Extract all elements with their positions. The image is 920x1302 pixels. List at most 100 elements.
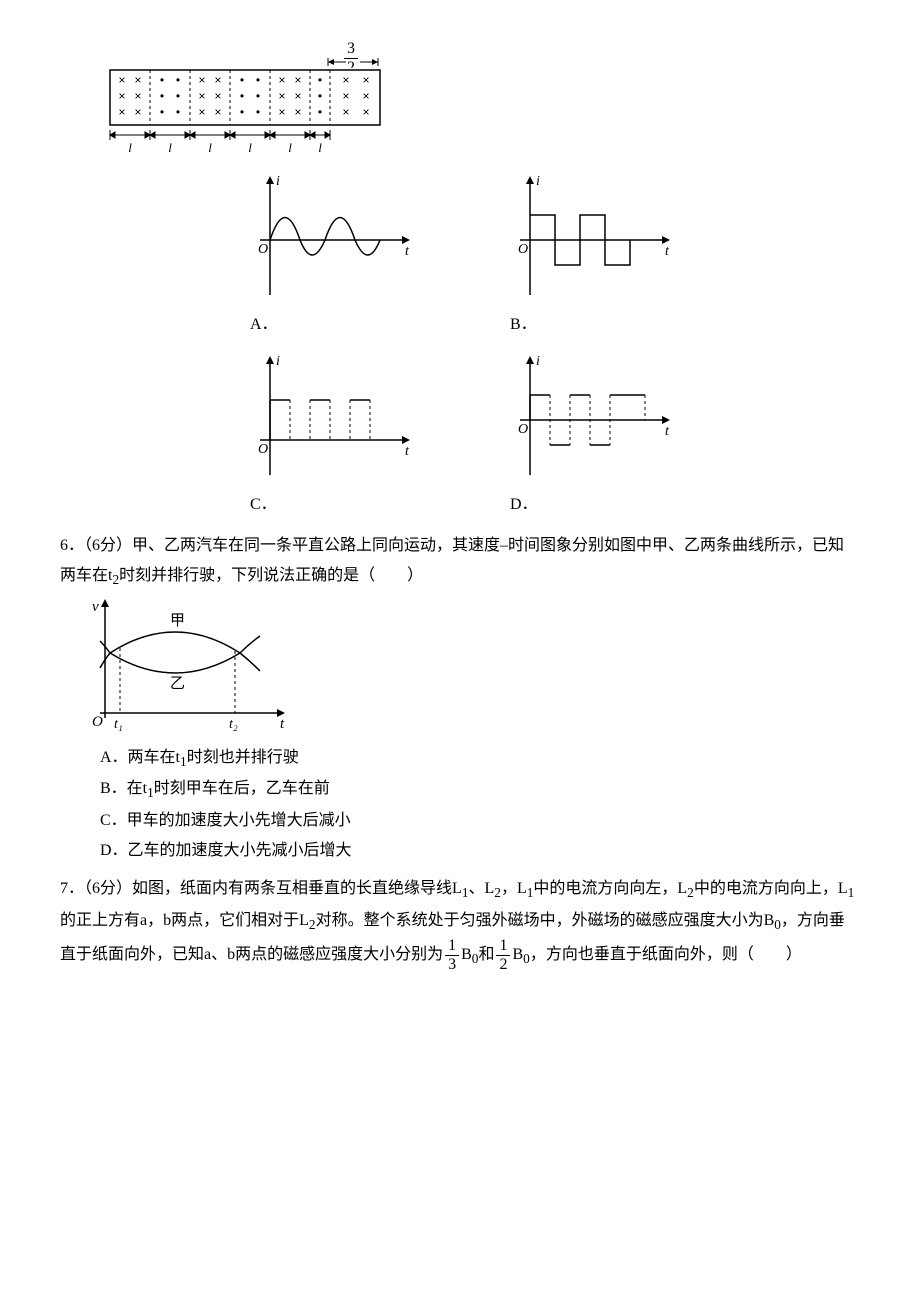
svg-text:i: i bbox=[536, 174, 540, 189]
q6-text1b: 时刻并排行驶，下列说法正确的是（ ） bbox=[119, 567, 423, 584]
svg-text:×: × bbox=[342, 73, 349, 87]
q7-t3: ，L bbox=[501, 880, 527, 897]
q5-option-c-graph: i t O bbox=[240, 350, 420, 490]
svg-text:•: • bbox=[256, 105, 260, 119]
q6: 6．（6分）甲、乙两汽车在同一条平直公路上同向运动，其速度–时间图象分别如图中甲… bbox=[60, 531, 860, 867]
svg-text:t: t bbox=[280, 716, 285, 732]
svg-text:t₁: t₁ bbox=[114, 717, 123, 732]
q7-points: （6分） bbox=[84, 880, 132, 897]
svg-text:×: × bbox=[362, 105, 369, 119]
svg-text:•: • bbox=[256, 73, 260, 87]
svg-text:l: l bbox=[288, 140, 292, 155]
svg-text:i: i bbox=[276, 174, 280, 189]
svg-text:×: × bbox=[198, 73, 205, 87]
q6-opt-d: D．乙车的加速度大小先减小后增大 bbox=[100, 836, 860, 866]
svg-text:t: t bbox=[405, 444, 410, 459]
svg-text:O: O bbox=[518, 242, 528, 257]
svg-text:O: O bbox=[518, 422, 528, 437]
q7-t5: 中的电流方向向上，L bbox=[694, 880, 848, 897]
svg-text:l: l bbox=[208, 140, 212, 155]
q7-t1: 如图，纸面内有两条互相垂直的长直绝缘导线L bbox=[132, 880, 462, 897]
q7-t6: 的正上方有a，b两点，它们相对于L bbox=[60, 912, 309, 929]
q6-opt-a-2: 时刻也并排行驶 bbox=[187, 749, 299, 766]
svg-text:×: × bbox=[294, 105, 301, 119]
q7-t11: B bbox=[512, 946, 523, 963]
svg-text:×: × bbox=[134, 73, 141, 87]
svg-text:•: • bbox=[240, 73, 244, 87]
frac-den: 2 bbox=[344, 59, 358, 68]
svg-text:×: × bbox=[118, 105, 125, 119]
svg-text:t: t bbox=[665, 424, 670, 439]
q7-s4: 2 bbox=[687, 886, 694, 901]
svg-text:•: • bbox=[176, 105, 180, 119]
q6-number: 6． bbox=[60, 537, 84, 554]
svg-text:×: × bbox=[362, 89, 369, 103]
q7-f1n: 1 bbox=[445, 937, 459, 956]
svg-text:•: • bbox=[160, 89, 164, 103]
svg-text:×: × bbox=[278, 89, 285, 103]
svg-text:乙: 乙 bbox=[170, 676, 185, 692]
svg-text:O: O bbox=[92, 714, 103, 730]
q6-opt-c: C．甲车的加速度大小先增大后减小 bbox=[100, 806, 860, 836]
q7-t12: ，方向也垂直于纸面向外，则（ ） bbox=[530, 946, 802, 963]
svg-text:O: O bbox=[258, 242, 268, 257]
q6-opt-b-2: 时刻甲车在后，乙车在前 bbox=[154, 780, 330, 797]
svg-text:•: • bbox=[256, 89, 260, 103]
q7-s5: 1 bbox=[848, 886, 855, 901]
svg-text:×: × bbox=[294, 73, 301, 87]
frac-num: 3 bbox=[344, 40, 358, 59]
svg-text:×: × bbox=[214, 89, 221, 103]
q7-f2n: 1 bbox=[496, 937, 510, 956]
svg-text:i: i bbox=[536, 354, 540, 369]
q6-opt-a-sub: 1 bbox=[180, 754, 187, 769]
q6-opt-a-1: A．两车在t bbox=[100, 749, 180, 766]
svg-text:×: × bbox=[118, 89, 125, 103]
svg-text:×: × bbox=[198, 89, 205, 103]
q7-t2: 、L bbox=[468, 880, 494, 897]
q7-f1d: 3 bbox=[445, 956, 459, 974]
svg-text:•: • bbox=[160, 105, 164, 119]
svg-text:×: × bbox=[294, 89, 301, 103]
q5-opt-c: C． bbox=[250, 490, 420, 520]
svg-text:•: • bbox=[176, 89, 180, 103]
svg-text:×: × bbox=[278, 73, 285, 87]
svg-text:i: i bbox=[276, 354, 280, 369]
svg-text:×: × bbox=[342, 89, 349, 103]
svg-text:×: × bbox=[134, 105, 141, 119]
q6-points: （6分） bbox=[84, 537, 132, 554]
svg-text:l: l bbox=[318, 140, 322, 155]
svg-text:•: • bbox=[240, 105, 244, 119]
svg-text:×: × bbox=[362, 73, 369, 87]
svg-text:×: × bbox=[134, 89, 141, 103]
svg-text:×: × bbox=[342, 105, 349, 119]
svg-text:•: • bbox=[318, 89, 322, 103]
q6-opt-b-1: B．在t bbox=[100, 780, 147, 797]
svg-text:×: × bbox=[118, 73, 125, 87]
svg-text:×: × bbox=[214, 73, 221, 87]
q7-t9: B bbox=[461, 946, 472, 963]
q5-opt-a: A． bbox=[250, 310, 420, 340]
svg-text:×: × bbox=[278, 105, 285, 119]
svg-text:t: t bbox=[405, 244, 410, 259]
q7: 7．（6分）如图，纸面内有两条互相垂直的长直绝缘导线L1、L2，L1中的电流方向… bbox=[60, 874, 860, 973]
q7-s7: 0 bbox=[774, 917, 781, 932]
q5-opt-d: D． bbox=[510, 490, 680, 520]
svg-text:•: • bbox=[318, 73, 322, 87]
q6-opt-b: B．在t1时刻甲车在后，乙车在前 bbox=[100, 774, 860, 806]
q7-t4: 中的电流方向向左，L bbox=[533, 880, 687, 897]
svg-text:v: v bbox=[92, 599, 99, 615]
q7-t7: 对称。整个系统处于匀强外磁场中，外磁场的磁感应强度大小为B bbox=[316, 912, 775, 929]
q7-s6: 2 bbox=[309, 917, 316, 932]
svg-text:t₂: t₂ bbox=[229, 717, 238, 732]
svg-text:l: l bbox=[128, 140, 132, 155]
q6-opt-b-sub: 1 bbox=[147, 785, 154, 800]
svg-text:O: O bbox=[258, 442, 268, 457]
q6-opt-a: A．两车在t1时刻也并排行驶 bbox=[100, 743, 860, 775]
svg-text:甲: 甲 bbox=[170, 613, 185, 629]
q5-field-diagram: 32 l × × × × × × • • • • • • × × × × bbox=[100, 40, 410, 160]
q7-t10: 和 bbox=[478, 946, 494, 963]
svg-text:•: • bbox=[318, 105, 322, 119]
q7-f2d: 2 bbox=[496, 956, 510, 974]
q5-option-d-graph: i t O bbox=[500, 350, 680, 490]
q7-s9: 0 bbox=[523, 951, 530, 966]
